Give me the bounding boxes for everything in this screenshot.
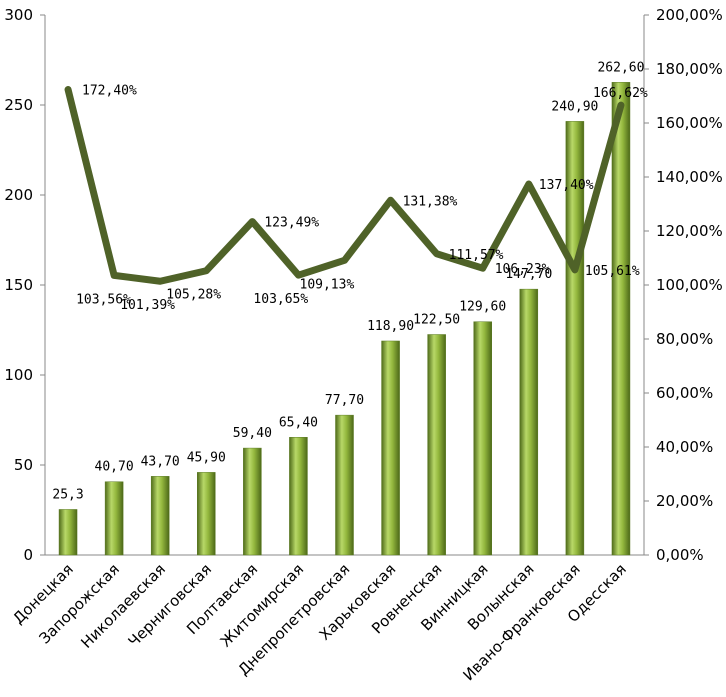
bar (58, 509, 78, 556)
category-label: Черниговская (125, 560, 216, 651)
bar (519, 288, 539, 556)
left-tick-label: 200 (4, 186, 33, 204)
bar-value-label: 65,40 (279, 415, 318, 430)
bar-data-labels: 25,3 40,70 43,70 45,90 59,40 65,40 77,70 118,90… (52, 60, 644, 502)
bar (335, 414, 354, 556)
line-value-label: 172,40% (82, 84, 137, 99)
line-data-labels: 172,40% 103,56%101,39%105,28% 123,49% 103,6… (76, 84, 648, 314)
bar (565, 121, 585, 556)
line-value-label: 123,49% (264, 216, 319, 231)
category-label: Житомирская (217, 560, 307, 650)
right-tick-label: 100,00% (656, 276, 723, 294)
line-value-label: 137,40% (539, 178, 594, 193)
line-value-label: 105,28% (166, 288, 221, 303)
left-tick-label: 250 (4, 96, 33, 114)
bar-value-label: 59,40 (233, 426, 272, 441)
bar (150, 476, 170, 556)
right-tick-label: 120,00% (656, 222, 723, 240)
bar-value-label: 118,90 (367, 319, 414, 334)
bar (473, 321, 492, 556)
line-value-label: 105,61% (585, 264, 640, 279)
right-tick-label: 0,00% (656, 546, 704, 564)
line-value-label: 101,39% (120, 298, 175, 313)
bar (381, 340, 400, 556)
line-value-label: 103,56% (76, 292, 131, 307)
bar (104, 481, 124, 556)
bar (197, 472, 216, 556)
right-tick-label: 60,00% (656, 384, 713, 402)
line-value-label: 131,38% (403, 194, 458, 209)
right-tick-label: 80,00% (656, 330, 713, 348)
category-labels: ДонецкаяЗапорожскаяНиколаевскаяЧерниговс… (9, 560, 629, 684)
left-axis-ticks: 0 50 100 150 200 250 300 (4, 6, 45, 564)
right-tick-label: 40,00% (656, 438, 713, 456)
right-tick-label: 140,00% (656, 168, 723, 186)
category-label: Запорожская (36, 560, 123, 647)
line-value-label: 109,13% (300, 277, 355, 292)
percentage-line (64, 86, 625, 285)
bar-value-label: 43,70 (141, 454, 180, 469)
right-axis-ticks: 0,00% 20,00% 40,00% 60,00% 80,00% 100,00% 120,… (644, 6, 723, 564)
left-tick-label: 100 (4, 366, 33, 384)
bar (243, 447, 262, 556)
bar-value-label: 45,90 (187, 450, 226, 465)
bar (427, 334, 446, 556)
line-value-label: 106,23% (495, 262, 550, 277)
left-tick-label: 50 (14, 456, 33, 474)
left-tick-label: 150 (4, 276, 33, 294)
right-tick-label: 180,00% (656, 60, 723, 78)
line-value-label: 166,62% (593, 86, 648, 101)
right-tick-label: 200,00% (656, 6, 723, 24)
bar (289, 437, 308, 556)
bar-value-label: 122,50 (413, 313, 460, 328)
line-series (64, 86, 625, 285)
bar-value-label: 40,70 (95, 460, 134, 475)
bar-value-label: 77,70 (325, 393, 364, 408)
right-tick-label: 20,00% (656, 492, 713, 510)
bar-value-label: 147,70 (505, 267, 552, 282)
left-tick-label: 300 (4, 6, 33, 24)
line-value-label: 103,65% (253, 292, 308, 307)
line-value-label: 111,57% (449, 248, 504, 263)
bar-value-label: 129,60 (459, 300, 506, 315)
left-tick-label: 0 (23, 546, 33, 564)
bar (611, 82, 631, 556)
bar-value-label: 25,3 (52, 487, 83, 502)
right-tick-label: 160,00% (656, 114, 723, 132)
bar-value-label: 262,60 (597, 60, 644, 75)
bar-value-label: 240,90 (551, 99, 598, 114)
bar-series (58, 82, 631, 556)
